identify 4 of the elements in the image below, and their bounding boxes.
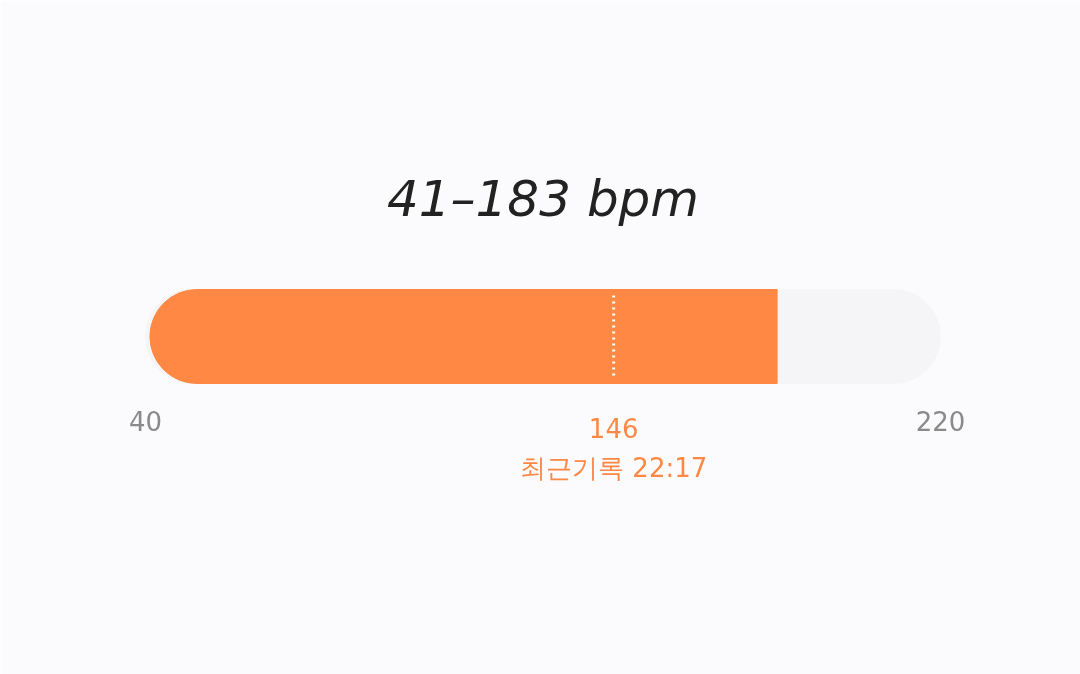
x-tick-label: 220 [915,406,966,437]
ref-line-label: 146 최근기록 22:17 [520,413,708,483]
chart-title: 41–183 bpm [386,169,700,228]
x-tick-label: 40 [128,406,163,437]
